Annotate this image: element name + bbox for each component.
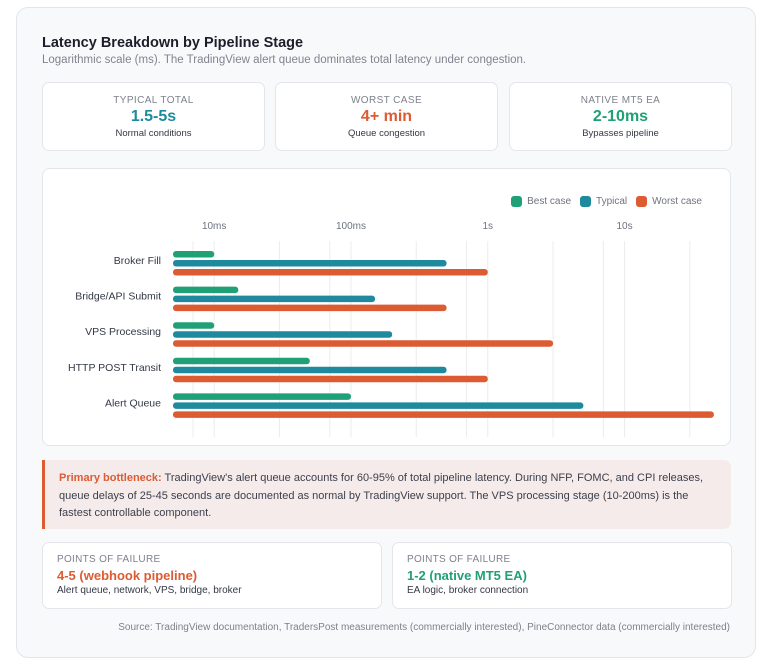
stat-value: 2-10ms xyxy=(592,108,649,125)
bar-best-case xyxy=(173,251,215,258)
bar-worst-case xyxy=(173,375,488,383)
stat-label: WORST CASE xyxy=(350,95,423,106)
pof-value: 4-5 (webhook pipeline) xyxy=(57,568,198,583)
legend-item-worst[interactable]: Worst case xyxy=(636,196,702,207)
stat-native-mt5: NATIVE MT5 EA 2-10ms Bypasses pipeline xyxy=(509,82,732,151)
chart-legend: Best case Typical Worst case xyxy=(511,196,702,207)
bar-best-case xyxy=(173,393,351,400)
x-tick-label: 10s xyxy=(616,221,632,232)
stat-sub: Normal conditions xyxy=(115,128,192,139)
bar-best-case xyxy=(173,286,239,294)
bar-typical xyxy=(173,295,376,303)
stat-value: 1.5-5s xyxy=(130,108,177,125)
bar-worst-case xyxy=(173,411,714,418)
source-note: Source: TradingView documentation, Trade… xyxy=(118,622,730,633)
card-title: Latency Breakdown by Pipeline Stage xyxy=(42,35,304,51)
stat-sub: Bypasses pipeline xyxy=(582,128,659,139)
bottleneck-callout: Primary bottleneck: TradingView's alert … xyxy=(42,460,731,529)
x-tick-label: 10ms xyxy=(202,221,226,232)
pof-sub: EA logic, broker connection xyxy=(407,585,529,596)
category-label: Bridge/API Submit xyxy=(75,291,161,303)
bar-best-case xyxy=(173,357,310,365)
bar-worst-case xyxy=(173,304,447,312)
callout-text: TradingView's alert queue accounts for 6… xyxy=(59,472,704,519)
pof-webhook: POINTS OF FAILURE 4-5 (webhook pipeline)… xyxy=(42,542,382,609)
bar-typical xyxy=(173,366,447,374)
bar-worst-case xyxy=(173,269,488,276)
stat-typical-total: TYPICAL TOTAL 1.5-5s Normal conditions xyxy=(42,82,265,151)
pof-label: POINTS OF FAILURE xyxy=(57,554,161,565)
legend-swatch-icon xyxy=(511,196,523,207)
pof-native: POINTS OF FAILURE 1-2 (native MT5 EA) EA… xyxy=(392,542,732,609)
pof-value: 1-2 (native MT5 EA) xyxy=(407,568,527,583)
category-label: Broker Fill xyxy=(114,255,161,267)
bar-worst-case xyxy=(173,340,554,347)
pof-label: POINTS OF FAILURE xyxy=(407,554,511,565)
category-label: HTTP POST Transit xyxy=(68,362,161,374)
category-label: VPS Processing xyxy=(85,326,161,338)
bar-typical xyxy=(173,331,393,338)
latency-card: Latency Breakdown by Pipeline Stage Loga… xyxy=(16,7,756,658)
pof-sub: Alert queue, network, VPS, bridge, broke… xyxy=(57,585,242,596)
legend-swatch-icon xyxy=(580,196,592,207)
stat-worst-case: WORST CASE 4+ min Queue congestion xyxy=(275,82,498,151)
latency-bar-chart: 10ms 100ms 1s 10s Broker Fill Bridge/API Subm… xyxy=(68,221,714,437)
legend-swatch-icon xyxy=(636,196,648,207)
category-label: Alert Queue xyxy=(105,397,161,409)
stat-label: TYPICAL TOTAL xyxy=(113,95,194,106)
legend-label: Typical xyxy=(596,196,628,207)
chart-card: Best case Typical Worst case 10ms 100ms 1s… xyxy=(42,168,731,446)
card-subtitle: Logarithmic scale (ms). The TradingView … xyxy=(42,54,527,66)
stat-label: NATIVE MT5 EA xyxy=(580,95,661,106)
bar-typical xyxy=(173,402,584,409)
legend-item-typical[interactable]: Typical xyxy=(580,196,627,207)
callout-label: Primary bottleneck: xyxy=(59,472,162,484)
legend-item-best[interactable]: Best case xyxy=(511,196,571,207)
stat-value: 4+ min xyxy=(360,108,413,125)
bar-typical xyxy=(173,260,447,267)
x-tick-label: 1s xyxy=(482,221,493,232)
legend-label: Worst case xyxy=(652,196,702,207)
legend-label: Best case xyxy=(527,196,572,207)
bar-best-case xyxy=(173,322,215,329)
stat-sub: Queue congestion xyxy=(347,128,426,139)
x-tick-label: 100ms xyxy=(336,221,366,232)
